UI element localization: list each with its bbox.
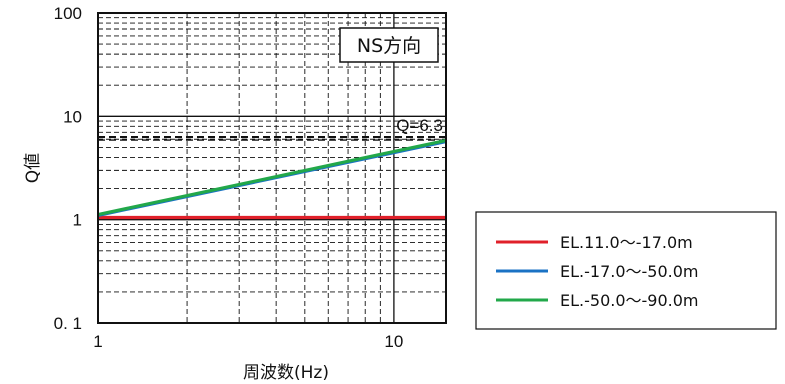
- y-axis-label: Q値: [23, 153, 43, 183]
- series-lines: [97, 138, 447, 220]
- y-tick-label: 0. 1: [54, 314, 82, 333]
- y-tick-label: 10: [63, 107, 82, 126]
- x-axis-label: 周波数(Hz): [243, 363, 329, 383]
- legend: EL.11.0～-17.0m EL.-17.0～-50.0m EL.-50.0～…: [475, 211, 777, 330]
- legend-entry-el-50-to-90: EL.-50.0～-90.0m: [560, 291, 699, 310]
- series-el-50-to-90: [97, 138, 447, 217]
- panel-label: NS方向: [357, 35, 421, 57]
- grid-lines: [98, 13, 446, 323]
- q-6.3-annotation-label: Q=6.3: [396, 116, 443, 135]
- annotation-group: Q=6.3: [98, 116, 446, 141]
- panel-label-frame: [339, 27, 439, 63]
- panel-label-box: NS方向: [339, 27, 439, 63]
- legend-entry-el-11-to-17: EL.11.0～-17.0m: [560, 233, 693, 252]
- y-tick-label: 100: [54, 4, 82, 23]
- y-tick-label: 1: [73, 211, 82, 230]
- tick-labels: 0. 1 1 10 100 1 10: [54, 4, 404, 351]
- legend-entry-el-17-to-50: EL.-17.0～-50.0m: [560, 262, 699, 281]
- x-tick-label: 10: [384, 332, 403, 351]
- plot-frame: [97, 12, 447, 324]
- x-tick-label: 1: [93, 332, 102, 351]
